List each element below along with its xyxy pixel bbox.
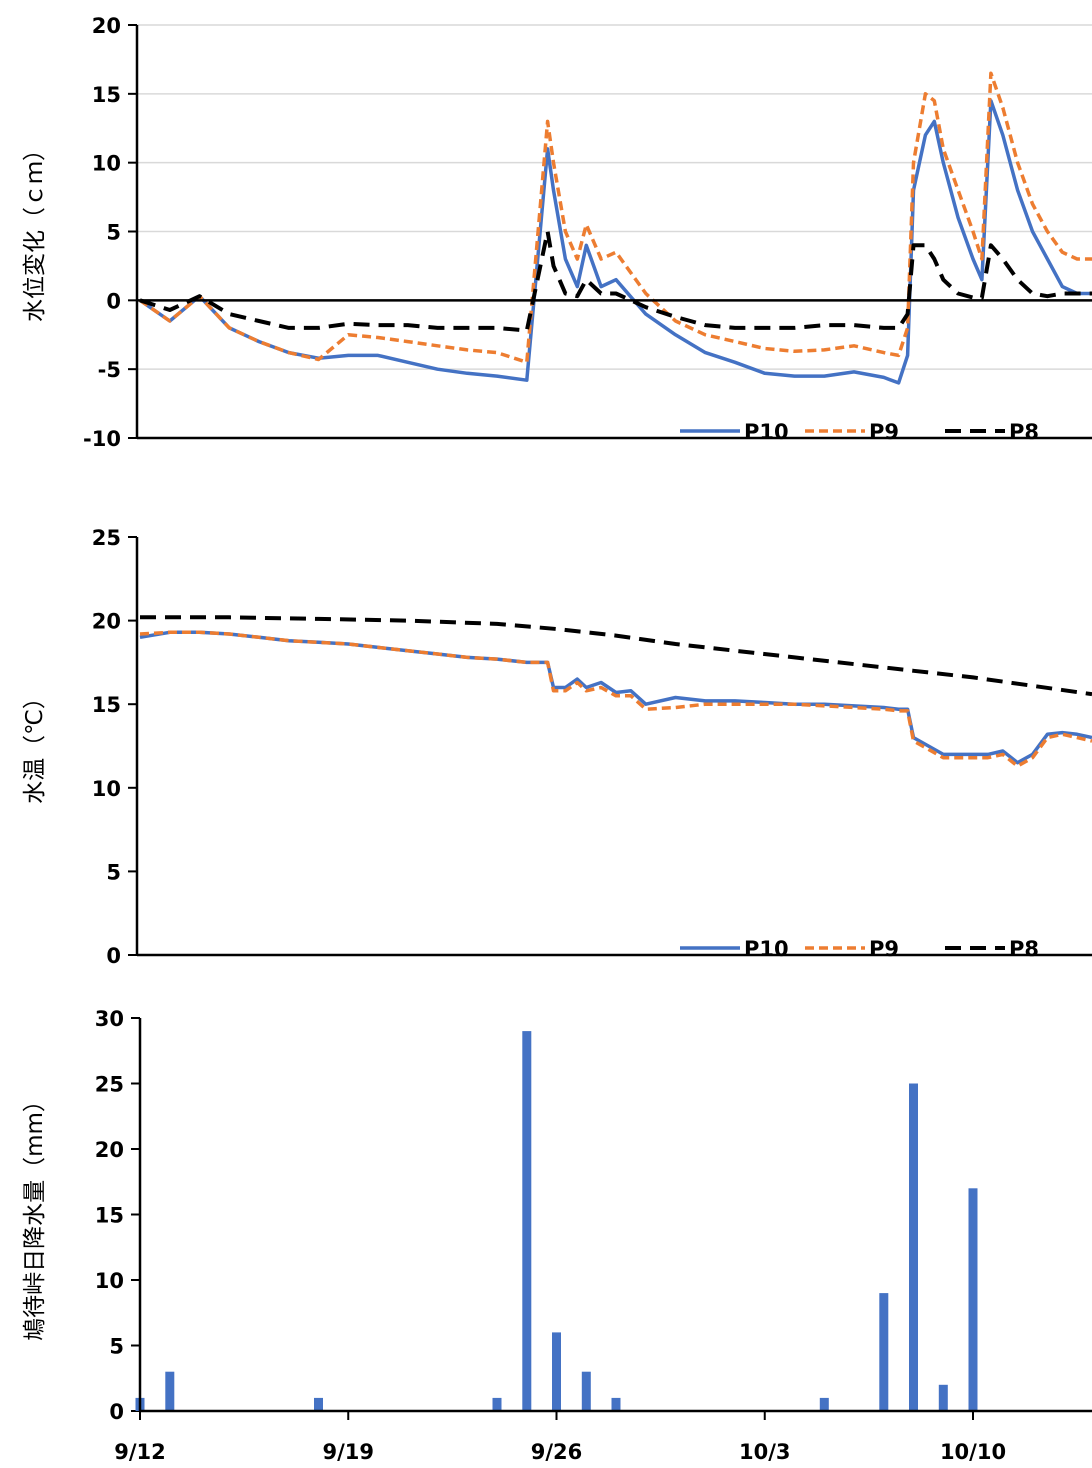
y-tick-label: 25: [92, 526, 121, 550]
y-axis-title: 水温（℃）: [22, 686, 48, 804]
y-tick-label: 0: [106, 944, 121, 968]
legend-label-p10: P10: [744, 937, 789, 961]
y-tick-label: 20: [92, 610, 121, 634]
y-tick-label: 10: [92, 777, 121, 801]
legend-label-p9: P9: [869, 937, 899, 961]
y-tick-label: 5: [109, 1335, 124, 1359]
y-tick-label: 0: [109, 1400, 124, 1424]
y-tick-label: 25: [95, 1073, 124, 1097]
bar: [522, 1031, 532, 1411]
y-tick-label: 30: [95, 1007, 124, 1031]
y-tick-label: 20: [95, 1138, 124, 1162]
series-line-p10: [139, 98, 1092, 385]
legend-label-p9: P9: [869, 420, 899, 444]
y-tick-label: 15: [92, 693, 121, 717]
bar: [552, 1332, 561, 1411]
y-tick-label: 5: [106, 860, 121, 884]
y-tick-label: 20: [92, 14, 121, 38]
bar: [879, 1293, 889, 1411]
x-tick-label: 9/12: [114, 1440, 166, 1464]
bar: [492, 1397, 502, 1411]
bar: [968, 1188, 978, 1411]
bar: [819, 1397, 829, 1411]
bar: [581, 1371, 591, 1411]
panel-3: 30 25 20 15 10 5 0 鳩待峠日降水量（mm） 9/12 9/19 9/26 10/3 1…: [22, 1007, 1092, 1464]
y-tick-label: -10: [83, 427, 121, 451]
y-tick-label: 10: [92, 152, 121, 176]
bar: [909, 1083, 918, 1411]
legend-label-p8: P8: [1009, 937, 1039, 961]
bar: [314, 1397, 323, 1411]
y-tick-label: 15: [92, 83, 121, 107]
x-tick-label: 10/10: [940, 1440, 1006, 1464]
y-tick-label: -5: [98, 358, 121, 382]
panel-1: 20 15 10 5 0 -5 -10 水位変化（ｃｍ） P10 P9 P8: [22, 14, 1092, 451]
x-tick-label: 9/19: [322, 1440, 374, 1464]
legend-label-p10: P10: [744, 420, 789, 444]
bar: [165, 1371, 175, 1411]
series-line-p10: [139, 630, 1092, 765]
panel-2: 25 20 15 10 5 0 水温（℃） P10 P9 P8: [22, 526, 1092, 968]
y-tick-label: 15: [95, 1204, 124, 1228]
series-line-p8: [140, 615, 1092, 697]
series-line-p9: [139, 71, 1092, 365]
bar: [611, 1397, 621, 1411]
legend-label-p8: P8: [1009, 420, 1039, 444]
y-tick-label: 5: [106, 221, 121, 245]
y-axis-title: 水位変化（ｃｍ）: [22, 138, 48, 322]
series-line-p8: [139, 229, 1092, 333]
x-tick-label: 10/3: [739, 1440, 791, 1464]
y-axis-title: 鳩待峠日降水量（mm）: [22, 1089, 48, 1341]
series-line-p9: [139, 630, 1092, 768]
y-tick-label: 10: [95, 1269, 124, 1293]
y-tick-label: 0: [106, 289, 121, 313]
x-tick-label: 9/26: [531, 1440, 583, 1464]
bar: [938, 1384, 948, 1411]
